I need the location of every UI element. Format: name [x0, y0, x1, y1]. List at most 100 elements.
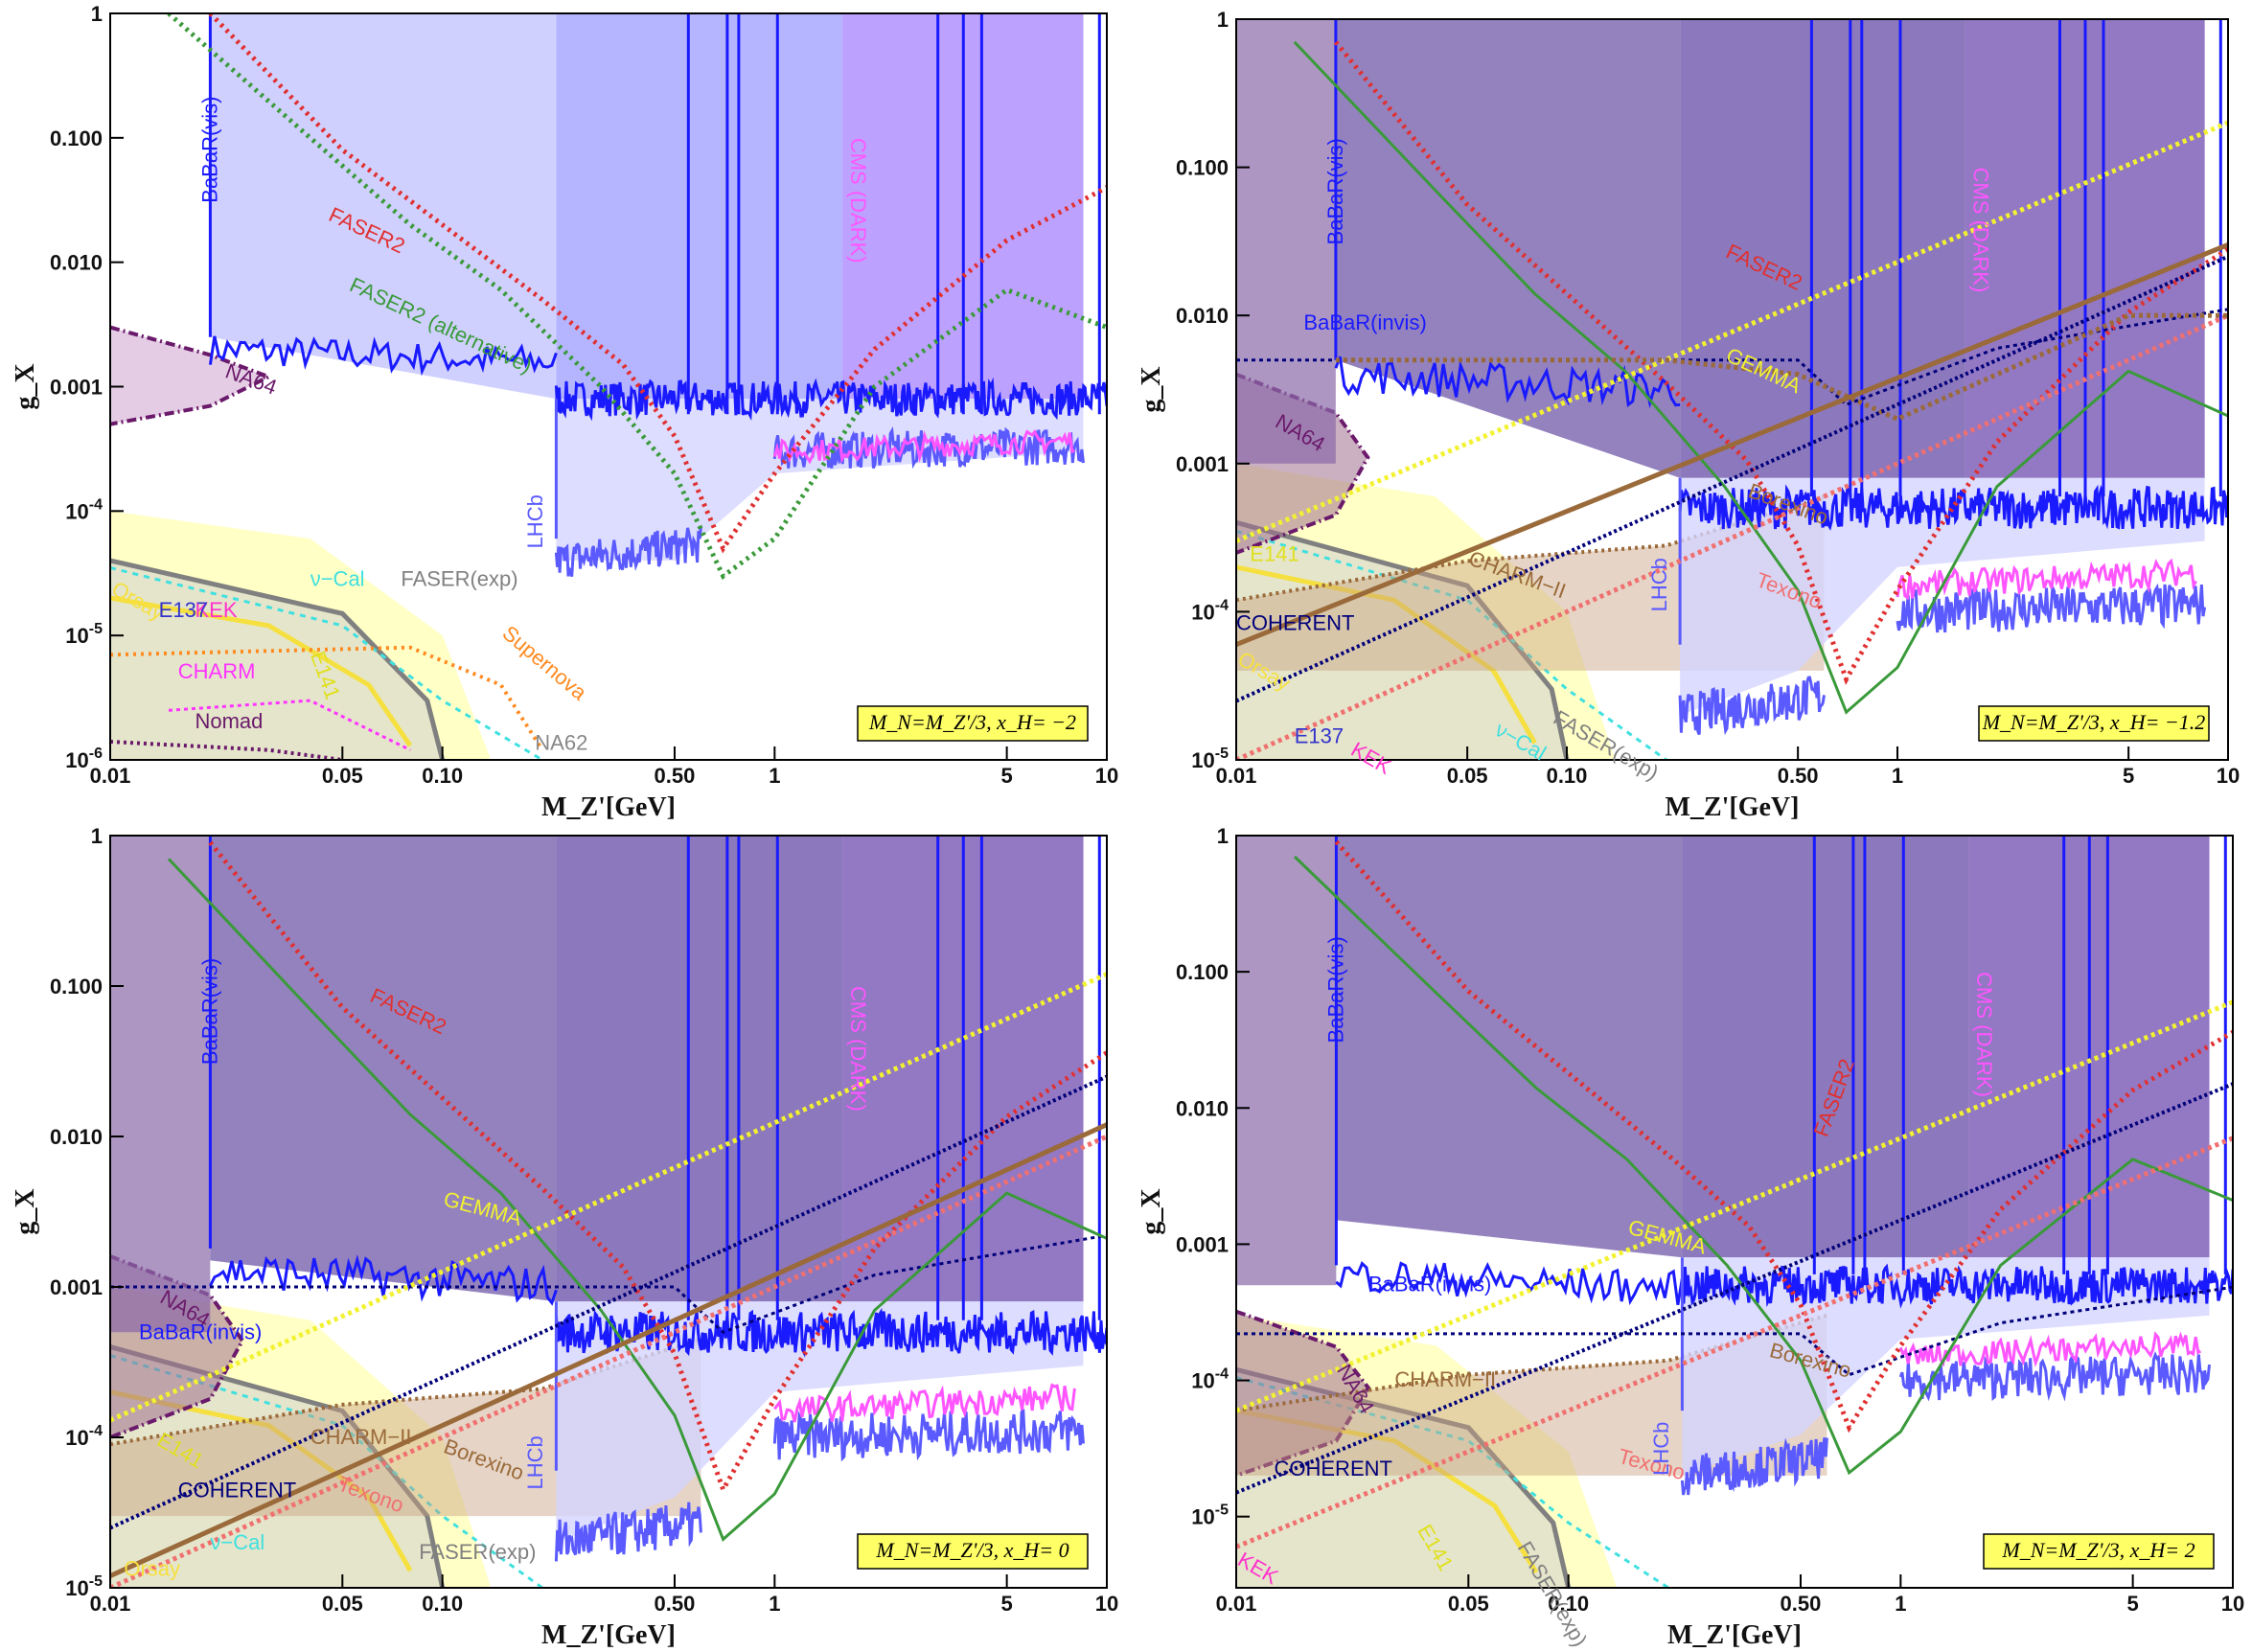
- region-charm2: [1236, 1315, 1827, 1476]
- curve-babar-invis: [1236, 1285, 2233, 1377]
- curve-faser2: [1334, 839, 2233, 1434]
- y-tick-label: 10-4: [1191, 1366, 1229, 1393]
- y-tick-label: 0.001: [50, 1275, 103, 1299]
- curve-orsay: [110, 595, 413, 747]
- label-orsay: Orsay: [124, 1557, 180, 1581]
- label-coherent: COHERENT: [1236, 611, 1354, 635]
- curve-babar-vis: [1334, 356, 1681, 409]
- legend-box: [857, 1533, 1089, 1570]
- region-babar-vis-mid: [1680, 19, 1965, 478]
- x-axis-title: M_Z'[GeV]: [541, 792, 676, 822]
- y-axis-title: g_X: [11, 363, 40, 409]
- y-tick-label: 10-5: [1191, 1503, 1229, 1529]
- x-tick-label: 0.50: [1781, 1592, 1822, 1616]
- legend-box: [1978, 705, 2210, 742]
- label-nomad: Nomad: [195, 709, 263, 733]
- x-tick-label: 0.10: [1548, 1592, 1589, 1616]
- label-cms-dark-: CMS (DARK): [1972, 972, 1996, 1097]
- x-tick-label: 0.10: [422, 1592, 463, 1616]
- y-tick-label: 0.010: [50, 1125, 103, 1149]
- region-babar-vis: [210, 13, 557, 400]
- curve-cms: [1896, 558, 2197, 601]
- label-e137: E137: [1295, 723, 1344, 747]
- y-tick-label: 0.001: [1176, 452, 1229, 476]
- y-tick-label: 0.100: [1176, 156, 1229, 180]
- legend-text: M_N=M_Z'/3, x_H= −1.2: [1982, 710, 2206, 734]
- y-tick-label: 0.010: [50, 251, 103, 275]
- x-tick-label: 1: [1892, 764, 1903, 788]
- x-tick-label: 0.05: [1448, 1592, 1489, 1616]
- curve-orsay: [1236, 564, 1537, 745]
- x-tick-label: 0.05: [322, 1592, 363, 1616]
- panel-top-right: 0.01 0.05 0.10 0.50 1 5 1010-510-40.0010.0100.…: [1137, 8, 2240, 822]
- curve-borexino: [110, 1122, 1107, 1578]
- label-kek: KEK: [195, 598, 237, 622]
- label-na62: NA62: [535, 731, 587, 755]
- label-babar-vis-: BaBaR(vis): [1324, 936, 1348, 1043]
- curve-babar-vis-high: [554, 377, 1107, 422]
- curve-lhcb: [1678, 676, 1826, 736]
- curve-nomad: [110, 740, 343, 760]
- plot-frame: [109, 835, 1108, 1589]
- x-tick-label: 10: [2221, 1592, 2244, 1616]
- curve-gemma: [1236, 120, 2228, 543]
- label-cms-dark-: CMS (DARK): [846, 986, 870, 1112]
- label-babar-invis-: BaBaR(invis): [1303, 310, 1426, 334]
- y-axis-title: g_X: [1137, 366, 1166, 412]
- x-tick-label: 10: [1095, 1592, 1118, 1616]
- label-cms-dark-: CMS (DARK): [1969, 168, 1993, 293]
- x-tick-label: 1: [769, 764, 780, 788]
- region-babar-vis-mid: [556, 836, 843, 1302]
- x-tick-label: 0.01: [90, 1592, 131, 1616]
- curve-coherent: [1236, 1082, 2233, 1495]
- curve-babar-vis: [208, 335, 558, 377]
- region-na64: [1236, 1309, 1371, 1478]
- legend-text: M_N=M_Z'/3, x_H= 2: [2001, 1538, 2195, 1562]
- plot-area: [110, 13, 1107, 760]
- region-babar-vis: [210, 836, 557, 1302]
- label-babar-vis-: BaBaR(vis): [1323, 138, 1347, 244]
- x-tick-label: 5: [2127, 1592, 2139, 1616]
- label-coherent: COHERENT: [178, 1478, 296, 1502]
- region-low-mass: [1236, 19, 1336, 464]
- curve-coherent: [110, 1074, 1107, 1530]
- x-axis-title: M_Z'[GeV]: [1666, 792, 1800, 822]
- curve-nucal: [110, 566, 543, 760]
- region-charm2: [1236, 496, 1825, 671]
- curve-babar-invis: [110, 1233, 1107, 1335]
- curve-babar-vis: [1335, 1261, 1684, 1306]
- legend-text: M_N=M_Z'/3, x_H= 0: [875, 1538, 1069, 1562]
- y-tick-label: 1: [1217, 8, 1229, 32]
- label-charm-ii: CHARM−II: [310, 1425, 412, 1449]
- y-tick-label: 0.010: [1176, 1096, 1229, 1120]
- region-na64: [110, 325, 274, 426]
- curve-babar-vis-high: [1678, 484, 2228, 531]
- curve-gemma: [110, 972, 1107, 1423]
- curve-gemma: [1236, 999, 2233, 1413]
- x-tick-label: 5: [1001, 764, 1013, 788]
- y-tick-label: 0.001: [1176, 1232, 1229, 1256]
- panel-top-left: 0.01 0.05 0.10 0.50 1 5 1010-610-510-40.0010.0…: [11, 2, 1118, 822]
- region-babar-vis: [1335, 19, 1681, 478]
- curve-babar-invis-: [1335, 312, 2228, 423]
- y-tick-label: 10-4: [1191, 597, 1229, 624]
- curve-texono: [1236, 312, 2228, 760]
- label-charm: CHARM: [178, 659, 256, 683]
- y-tick-label: 0.100: [50, 126, 103, 150]
- label-lhcb: LHCb: [1647, 558, 1671, 611]
- curve-borexino: [1236, 242, 2228, 648]
- x-tick-label: 0.10: [1547, 764, 1588, 788]
- x-tick-label: 0.05: [1447, 764, 1488, 788]
- legend-box: [1983, 1533, 2215, 1570]
- y-tick-label: 0.100: [50, 975, 103, 998]
- curve-nucal: [1236, 529, 1667, 760]
- region-lhcb: [556, 1301, 1084, 1543]
- region-lhcb: [1680, 477, 2205, 716]
- curve-cms: [772, 429, 1075, 465]
- panel-bottom-left: 0.01 0.05 0.10 0.50 1 5 10 10-5 10-4 0.001 0.010 0.…: [11, 824, 1118, 1650]
- plot-area: [1236, 19, 2228, 760]
- x-tick-label: 0.05: [322, 764, 363, 788]
- y-tick-label: 10-4: [65, 496, 103, 523]
- label-babar-vis-: BaBaR(vis): [198, 958, 222, 1065]
- legend-box: [857, 705, 1089, 742]
